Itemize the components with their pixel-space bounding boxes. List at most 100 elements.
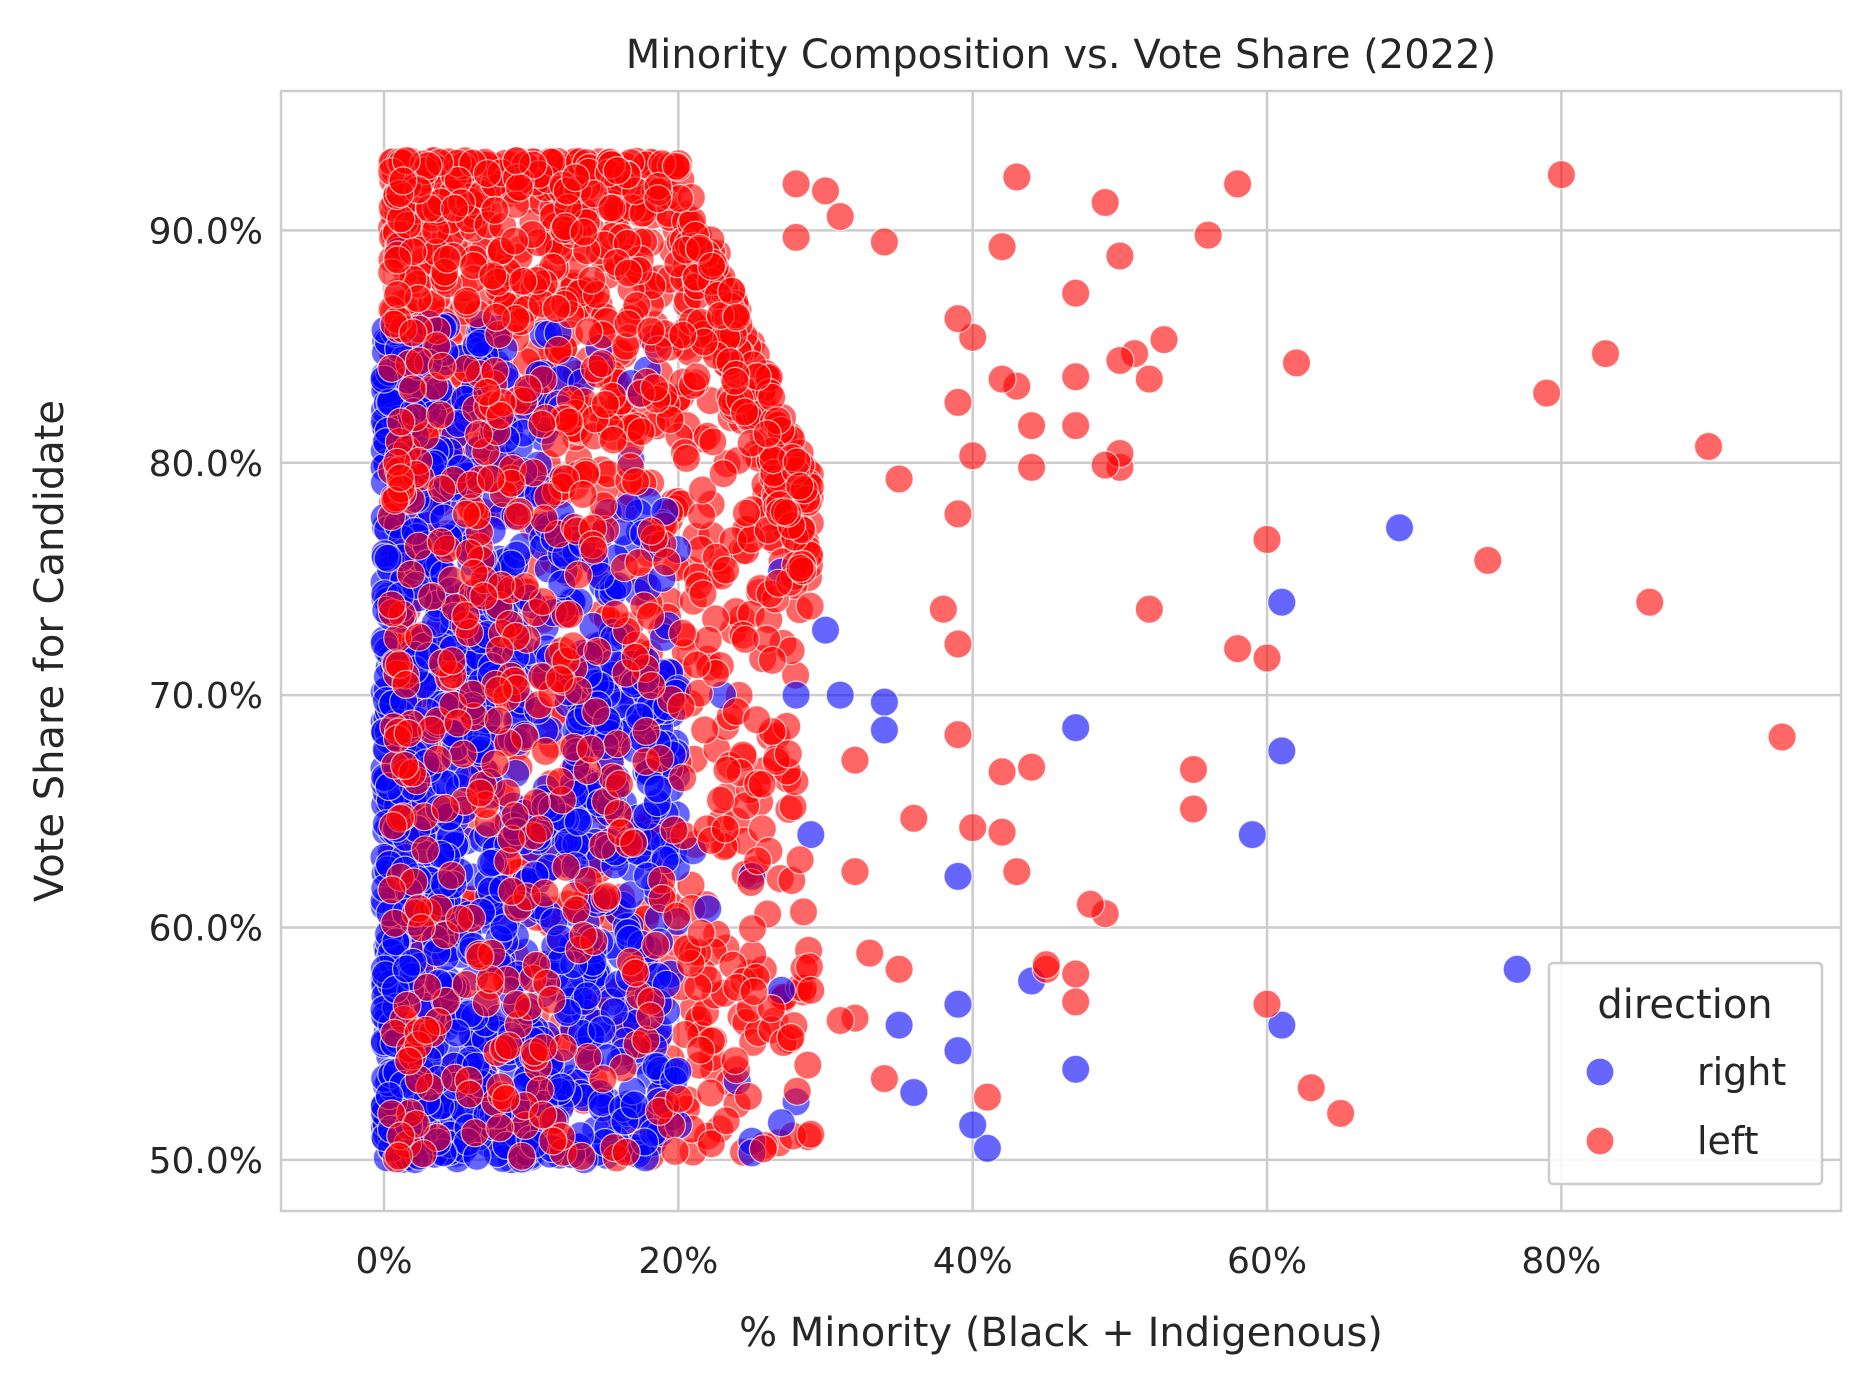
data-point-right <box>391 954 422 984</box>
data-point-left <box>451 354 481 384</box>
data-point-left <box>782 447 812 477</box>
data-point-left <box>943 304 973 334</box>
data-point-right <box>884 1010 914 1040</box>
data-point-right <box>614 492 644 522</box>
data-point-left <box>710 814 740 844</box>
data-point-left <box>452 286 482 316</box>
data-point-left <box>785 845 815 875</box>
data-point-left <box>383 280 413 310</box>
data-point-left <box>705 785 736 815</box>
data-point-left <box>668 320 698 350</box>
data-point-left <box>710 555 741 585</box>
data-point-left <box>568 920 598 951</box>
data-point-left <box>581 697 611 727</box>
data-point-right <box>572 981 602 1011</box>
data-point-right <box>1267 1010 1297 1040</box>
data-point-left <box>592 881 622 912</box>
data-point-left <box>785 471 815 501</box>
data-point-left <box>899 803 929 833</box>
data-point-left <box>404 622 434 652</box>
x-axis-title: % Minority (Black + Indigenous) <box>739 1310 1383 1356</box>
data-point-left <box>527 409 557 439</box>
legend-marker-left <box>1585 1126 1615 1156</box>
data-point-left <box>720 366 750 396</box>
data-point-left <box>1134 364 1164 394</box>
data-point-left <box>574 317 604 347</box>
data-point-left <box>569 217 599 247</box>
data-point-left <box>494 1031 524 1061</box>
legend-label-right: right <box>1697 1050 1786 1094</box>
data-point-right <box>563 807 593 837</box>
data-point-left <box>626 417 656 447</box>
data-point-left <box>696 1078 726 1108</box>
data-point-left <box>660 1136 690 1167</box>
data-point-left <box>483 705 513 736</box>
data-point-left <box>508 266 538 296</box>
data-point-right <box>619 1090 649 1120</box>
data-point-left <box>1325 1098 1356 1129</box>
data-point-left <box>763 568 794 598</box>
data-point-left <box>620 467 651 497</box>
data-point-left <box>855 938 885 968</box>
data-point-left <box>752 419 782 449</box>
data-point-left <box>972 1082 1003 1112</box>
data-point-left <box>696 1129 726 1159</box>
legend-label-left: left <box>1697 1119 1759 1163</box>
data-point-left <box>661 151 691 181</box>
data-point-left <box>682 650 712 680</box>
data-point-left <box>720 1045 750 1076</box>
data-point-left <box>1473 545 1503 576</box>
legend-marker-right <box>1585 1057 1615 1087</box>
data-point-right <box>1061 1054 1091 1084</box>
data-point-left <box>448 739 478 769</box>
data-point-left <box>987 817 1017 847</box>
data-point-left <box>528 1033 558 1063</box>
data-point-left <box>1002 162 1032 192</box>
data-point-left <box>392 990 422 1021</box>
data-point-left <box>410 835 440 865</box>
data-point-right <box>781 680 811 710</box>
data-point-left <box>439 193 470 223</box>
data-point-left <box>1149 325 1179 355</box>
data-point-left <box>659 815 689 845</box>
data-point-left <box>377 353 407 383</box>
data-point-right <box>869 687 900 717</box>
data-point-left <box>643 184 673 214</box>
data-point-right <box>972 1133 1003 1163</box>
data-point-left <box>397 374 427 404</box>
x-axis-ticks: 0% 20% 40% 60% 80% <box>355 1241 1601 1282</box>
data-point-left <box>671 443 702 473</box>
data-point-left <box>748 1134 779 1164</box>
data-point-right <box>643 774 673 804</box>
data-point-left <box>478 261 508 291</box>
data-point-left <box>497 876 527 907</box>
data-point-left <box>469 581 499 611</box>
data-point-left <box>455 1079 485 1109</box>
data-point-left <box>587 349 617 379</box>
data-point-left <box>551 852 581 882</box>
data-point-right <box>489 913 519 943</box>
data-point-left <box>624 547 654 578</box>
data-point-left <box>869 1063 900 1094</box>
data-point-left <box>451 601 481 631</box>
data-point-left <box>635 601 666 631</box>
data-point-left <box>602 729 632 759</box>
data-point-left <box>528 1100 558 1130</box>
data-point-left <box>666 691 696 722</box>
data-point-left <box>1590 339 1621 369</box>
data-point-left <box>1252 524 1282 555</box>
data-point-left <box>1061 987 1091 1017</box>
x-tick-label: 20% <box>638 1241 718 1282</box>
data-point-left <box>884 954 914 984</box>
data-point-left <box>840 745 870 775</box>
data-point-left <box>869 227 900 257</box>
data-point-left <box>554 599 585 630</box>
data-point-left <box>485 1113 515 1143</box>
data-point-left <box>737 913 768 944</box>
data-point-left <box>393 718 423 749</box>
data-point-left <box>483 675 513 705</box>
data-point-left <box>662 901 692 931</box>
data-point-left <box>432 244 462 274</box>
data-point-left <box>1134 594 1164 624</box>
